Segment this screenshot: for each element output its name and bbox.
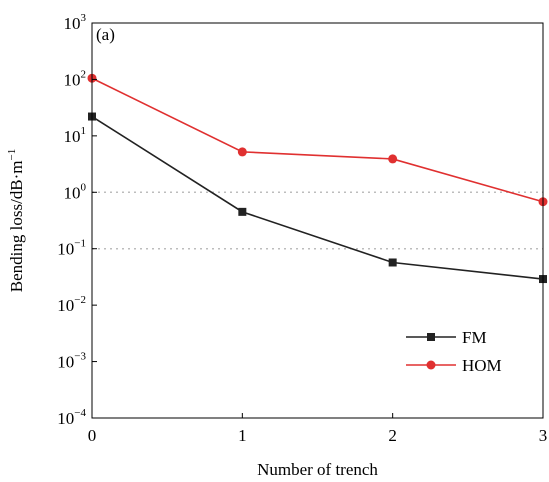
- x-tick-label: 2: [388, 426, 397, 445]
- x-tick-label: 1: [238, 426, 247, 445]
- data-point-hom: [388, 154, 398, 164]
- data-point-hom: [237, 147, 247, 157]
- legend-marker: [426, 360, 436, 370]
- panel-label: (a): [96, 25, 115, 44]
- y-tick-label: 101: [64, 125, 87, 146]
- y-tick-label: 10−3: [57, 351, 86, 372]
- y-axis-title: Bending loss/dB·m−1: [6, 149, 26, 292]
- reference-lines: [92, 191, 543, 250]
- legend-item-fm: FM: [406, 328, 487, 347]
- y-axis-ticks: 103 102 101 100 10−1 10−2 10−3 10−4: [57, 12, 97, 428]
- y-tick-label: 10−4: [57, 407, 86, 428]
- x-axis-title: Number of trench: [257, 460, 378, 479]
- series-layer: [87, 73, 548, 284]
- legend-label: HOM: [462, 356, 502, 375]
- y-axis-title-exponent: −1: [6, 149, 18, 161]
- legend-label: FM: [462, 328, 487, 347]
- x-tick-label: 0: [88, 426, 97, 445]
- legend: FM HOM: [406, 328, 502, 375]
- y-tick-label: 10−2: [57, 294, 86, 315]
- y-tick-label: 103: [64, 12, 87, 33]
- legend-marker: [427, 333, 435, 341]
- x-axis-ticks: 0 1 2 3: [88, 413, 548, 445]
- y-tick-label: 102: [64, 68, 87, 89]
- plot-frame: [91, 22, 544, 419]
- data-point-fm: [238, 207, 247, 216]
- series-line-fm: [91, 115, 544, 280]
- series-line-hom: [91, 77, 544, 203]
- x-tick-label: 3: [539, 426, 548, 445]
- legend-item-hom: HOM: [406, 356, 502, 375]
- y-axis-title-main: Bending loss/dB·m: [7, 160, 26, 292]
- y-tick-label: 10−1: [57, 238, 86, 259]
- y-tick-label: 100: [64, 181, 87, 202]
- data-point-fm: [388, 258, 397, 267]
